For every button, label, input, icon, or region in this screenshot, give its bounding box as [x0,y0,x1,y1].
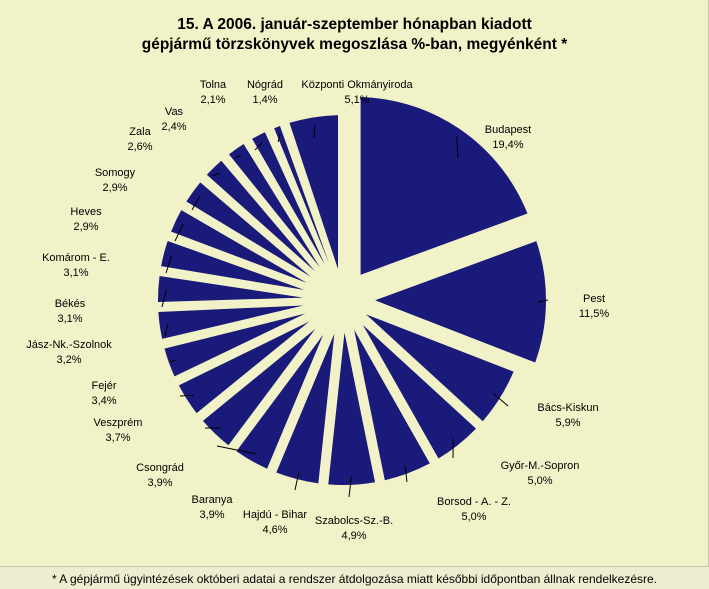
slice-value-4: 5,0% [527,475,552,487]
slice-label-9: Csongrád [136,462,184,474]
slice-label-12: Jász-Nk.-Szolnok [26,339,112,351]
slice-value-7: 4,6% [262,524,287,536]
leader-line-12 [164,324,169,337]
slice-label-4: Győr-M.-Sopron [501,460,580,472]
pie-slice-17 [206,160,316,272]
leader-line-18 [234,155,241,159]
pie-slice-3 [366,314,514,422]
leader-line-8 [216,445,256,455]
pie-slice-20 [274,126,329,263]
slice-label-15: Heves [70,206,102,218]
slice-value-21: 5,1% [344,94,369,106]
slice-label-6: Szabolcs-Sz.-B. [315,515,393,527]
leader-line-15 [174,223,184,242]
leader-line-2 [537,299,549,303]
leader-line-14 [165,255,173,274]
pie-slice-7 [276,333,335,484]
pie-slice-13 [157,276,304,302]
slice-label-7: Hajdú - Bihar [243,509,308,521]
leader-line-7 [294,471,300,491]
slice-label-18: Vas [165,106,184,118]
slice-label-10: Veszprém [94,417,143,429]
slice-value-17: 2,6% [127,141,152,153]
slice-label-3: Bács-Kiskun [537,402,598,414]
slice-value-11: 3,4% [91,395,116,407]
leader-line-20 [277,134,281,143]
slice-value-13: 3,1% [57,313,82,325]
slice-value-14: 3,1% [63,267,88,279]
pie-slice-14 [161,240,305,290]
pie-slice-6 [328,332,376,486]
leader-line-1 [456,136,459,159]
pie-chart: Budapest 19,4% Pest 11,5% Bács-Kiskun 5,9% Győ… [26,79,610,542]
slice-value-8: 3,9% [199,509,224,521]
pie-slice-1 [360,97,528,275]
slice-value-1: 19,4% [492,139,523,151]
chart-title-line-1: 15. A 2006. január-szeptember hónapban k… [177,16,532,33]
pie-slice-5 [354,329,430,481]
slice-label-2: Pest [583,293,605,305]
slice-value-9: 3,9% [147,477,172,489]
pie-slice-19 [252,132,325,265]
leader-line-19 [254,142,263,151]
leader-line-10 [179,394,194,397]
pie-slice-8 [236,334,324,469]
slice-label-17: Zala [129,126,151,138]
leader-line-6 [348,476,352,498]
pie-slice-4 [362,325,477,459]
pie-slice-2 [375,241,546,363]
slice-label-11: Fejér [91,380,116,392]
leader-line-21 [313,125,316,139]
pie-slice-9 [202,328,316,446]
slice-value-20: 1,4% [252,94,277,106]
pie-slice-16 [186,182,311,277]
slice-label-8: Baranya [192,494,234,506]
slice-label-13: Békés [55,298,86,310]
leader-line-16 [191,196,200,211]
slice-label-20: Nógrád [247,79,283,91]
slice-value-18: 2,4% [161,121,186,133]
slice-value-5: 5,0% [461,511,486,523]
leader-line-17 [211,172,220,177]
pie-slice-10 [178,321,310,414]
slice-value-16: 2,9% [102,182,127,194]
chart-title: 15. A 2006. január-szeptember hónapban k… [0,15,709,55]
slice-value-19: 2,1% [200,94,225,106]
pie-slice-21 [289,115,339,270]
slice-label-14: Komárom - E. [42,252,110,264]
slice-value-12: 3,2% [56,354,81,366]
pie-slice-12 [158,305,304,339]
leader-line-13 [161,289,167,308]
slice-label-19: Tolna [200,79,227,91]
slice-value-10: 3,7% [105,432,130,444]
leader-line-5 [404,465,408,483]
chart-title-line-2: gépjármű törzskönyvek megoszlása %-ban, … [141,36,568,53]
slice-label-21: Központi Okmányiroda [301,79,413,91]
pie-slice-18 [228,143,320,268]
slice-label-1: Budapest [485,124,531,136]
pie-slice-15 [171,210,307,283]
slice-value-15: 2,9% [73,221,98,233]
slice-value-2: 11,5% [579,308,610,320]
pie-slice-11 [164,313,306,377]
slice-label-5: Borsod - A. - Z. [437,496,511,508]
leader-line-11 [169,359,177,363]
leader-line-3 [493,393,509,407]
slice-label-16: Somogy [95,167,136,179]
slice-value-3: 5,9% [555,417,580,429]
footnote: * A gépjármű ügyintézések októberi adata… [51,572,658,586]
slice-value-6: 4,9% [341,530,366,542]
